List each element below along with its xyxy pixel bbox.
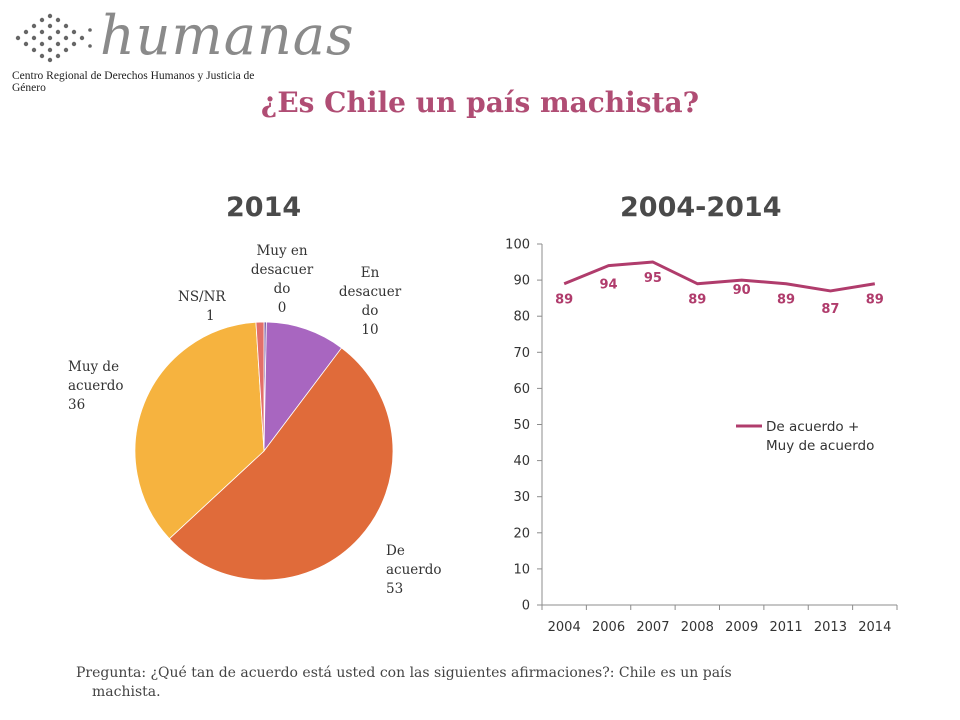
x-tick-label: 2009 xyxy=(725,620,758,635)
logo: humanas Centro Regional de Derechos Huma… xyxy=(0,0,354,96)
y-tick-label: 50 xyxy=(513,418,530,433)
pie-label-line: NS/NR xyxy=(178,289,226,305)
pie-slice-muy-de-acuerdo xyxy=(134,321,265,540)
pie-label-line: desacuer xyxy=(250,262,314,278)
data-label: 89 xyxy=(777,293,795,308)
y-tick-label: 0 xyxy=(522,599,530,614)
pie-label-value: 0 xyxy=(277,300,287,316)
pie-slice-ns-nr xyxy=(255,321,265,452)
pie-chart-title: 2014 xyxy=(226,192,302,223)
y-tick-label: 70 xyxy=(513,346,530,361)
pie-label-value: 1 xyxy=(206,308,215,324)
pie-label-muy-en-desacuerdo: Muy en desacuer do 0 xyxy=(244,242,320,318)
logo-subtitle: Centro Regional de Derechos Humanos y Ju… xyxy=(12,70,255,94)
data-label: 87 xyxy=(821,302,839,317)
y-tick-label: 60 xyxy=(513,382,530,397)
pie-label-muy-de-acuerdo: Muy de acuerdo 36 xyxy=(68,358,148,415)
pie-label-value: 36 xyxy=(68,397,86,413)
pie-slice-en-desacuerdo xyxy=(263,321,343,453)
star-pattern-icon xyxy=(15,13,92,63)
line-chart-title: 2004-2014 xyxy=(620,192,782,223)
y-tick-label: 80 xyxy=(513,310,530,325)
data-label: 89 xyxy=(688,293,706,308)
pie-label-line: En xyxy=(360,265,380,281)
series-line xyxy=(563,260,876,293)
x-tick-label: 2011 xyxy=(770,620,803,635)
pie-label-line: Muy en xyxy=(256,243,308,259)
y-tick-label: 20 xyxy=(513,526,530,541)
pie-label-de-acuerdo: De acuerdo 53 xyxy=(386,542,442,599)
x-tick-label: 2007 xyxy=(636,620,669,635)
x-tick-label: 2013 xyxy=(814,620,847,635)
logo-wordmark: humanas xyxy=(100,4,355,67)
data-label: 90 xyxy=(733,283,751,298)
pie-label-value: 53 xyxy=(386,581,404,597)
pie-label-line: acuerdo xyxy=(68,378,124,394)
y-tick-label: 40 xyxy=(513,454,530,469)
x-tick-label: 2004 xyxy=(548,620,581,635)
pie-label-ns-nr: NS/NR 1 xyxy=(178,288,248,326)
slide-title: ¿Es Chile un país machista? xyxy=(260,86,700,119)
legend-label: Muy de acuerdo xyxy=(766,438,874,454)
pie-label-line: desacuer xyxy=(338,284,402,300)
y-tick-label: 90 xyxy=(513,274,530,289)
y-tick-label: 100 xyxy=(505,238,530,253)
pie-label-line: acuerdo xyxy=(386,562,442,578)
x-tick-label: 2008 xyxy=(681,620,714,635)
x-tick-label: 2006 xyxy=(592,620,625,635)
pie-label-line: Muy de xyxy=(68,359,120,375)
data-label: 95 xyxy=(644,271,662,286)
x-tick-label: 2014 xyxy=(858,620,891,635)
y-tick-label: 30 xyxy=(513,490,530,505)
data-label: 89 xyxy=(866,293,884,308)
y-tick-label: 10 xyxy=(513,562,530,577)
footer-line: Pregunta: ¿Qué tan de acuerdo está usted… xyxy=(76,665,732,681)
pie-label-en-desacuerdo: En desacuer do 10 xyxy=(330,264,410,340)
pie-slice-de-acuerdo xyxy=(168,347,394,581)
legend-label: De acuerdo + xyxy=(766,419,859,435)
pie-label-line: De xyxy=(386,543,405,559)
pie-label-value: 10 xyxy=(361,322,379,338)
pie-label-line: do xyxy=(273,281,291,297)
footer-question: Pregunta: ¿Qué tan de acuerdo está usted… xyxy=(76,664,846,702)
footer-line: machista. xyxy=(92,684,161,700)
data-label: 89 xyxy=(555,293,573,308)
pie-label-line: do xyxy=(361,303,379,319)
data-label: 94 xyxy=(600,278,618,293)
